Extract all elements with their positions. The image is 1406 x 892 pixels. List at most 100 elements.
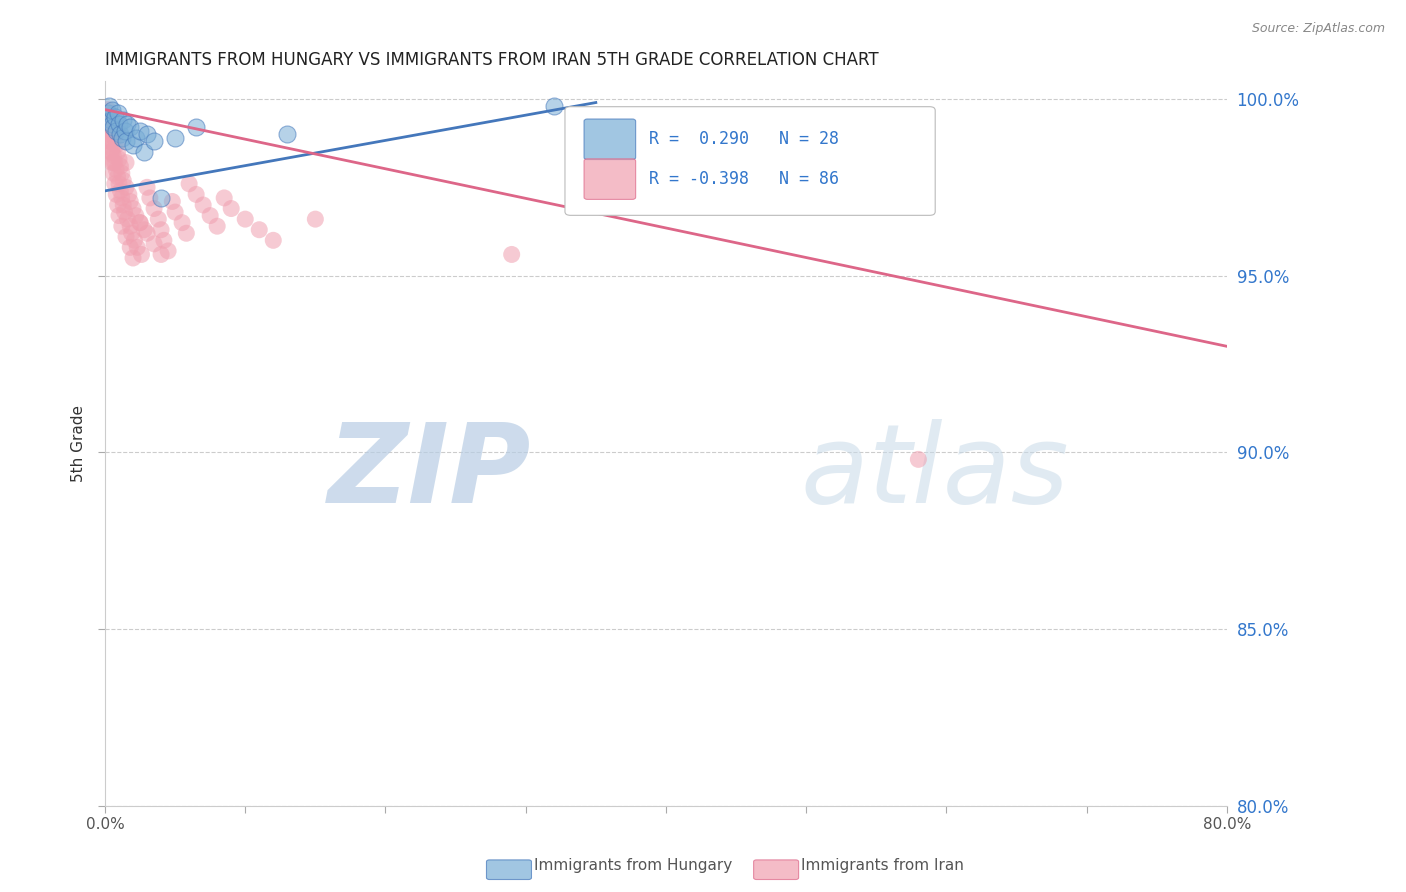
Point: [139, 191, 162, 205]
Point: [103, 166, 125, 180]
Point: [262, 233, 284, 247]
Point: [110, 159, 132, 173]
Point: [157, 244, 180, 258]
Point: [543, 99, 565, 113]
Point: [104, 131, 127, 145]
Point: [117, 212, 139, 227]
Point: [107, 169, 129, 184]
Point: [907, 452, 929, 467]
Point: [105, 124, 128, 138]
Point: [129, 216, 152, 230]
Point: [136, 180, 159, 194]
Y-axis label: 5th Grade: 5th Grade: [72, 405, 86, 482]
Point: [136, 227, 159, 241]
Point: [120, 240, 142, 254]
Point: [143, 236, 166, 251]
Point: [118, 187, 141, 202]
Point: [97, 106, 120, 120]
Point: [115, 155, 138, 169]
Point: [124, 233, 146, 247]
Point: [165, 131, 187, 145]
Point: [97, 103, 120, 117]
Point: [176, 227, 198, 241]
Point: [114, 205, 136, 219]
Point: [165, 205, 187, 219]
Point: [101, 117, 124, 131]
Point: [98, 124, 121, 138]
Point: [129, 124, 152, 138]
Point: [108, 152, 131, 166]
Point: [112, 173, 135, 187]
Point: [111, 191, 134, 205]
Point: [107, 198, 129, 212]
Point: [98, 128, 121, 142]
Point: [179, 177, 201, 191]
Point: [108, 177, 131, 191]
Point: [304, 212, 326, 227]
Point: [153, 233, 176, 247]
Point: [111, 131, 134, 145]
Point: [129, 216, 152, 230]
Point: [112, 198, 135, 212]
Point: [150, 223, 173, 237]
Point: [110, 128, 132, 142]
Point: [134, 223, 156, 237]
Point: [115, 135, 138, 149]
Point: [101, 155, 124, 169]
Point: [120, 219, 142, 234]
Point: [122, 202, 145, 216]
Point: [100, 135, 122, 149]
Point: [105, 162, 128, 177]
Point: [97, 124, 120, 138]
Point: [131, 247, 153, 261]
Point: [212, 191, 235, 205]
Point: [115, 229, 138, 244]
Point: [233, 212, 256, 227]
Point: [107, 106, 129, 120]
Point: [143, 135, 166, 149]
Point: [110, 184, 132, 198]
Point: [247, 223, 270, 237]
Point: [205, 219, 228, 234]
Point: [186, 187, 208, 202]
Point: [108, 117, 131, 131]
Point: [122, 137, 145, 152]
Text: ZIP: ZIP: [328, 419, 531, 526]
Text: R =  0.290   N = 28: R = 0.290 N = 28: [650, 130, 839, 148]
Point: [120, 194, 142, 209]
Point: [101, 117, 124, 131]
Text: Immigrants from Hungary: Immigrants from Hungary: [534, 858, 733, 872]
Point: [501, 247, 523, 261]
Point: [100, 120, 122, 135]
Point: [122, 251, 145, 265]
Text: R = -0.398   N = 86: R = -0.398 N = 86: [650, 170, 839, 188]
Point: [125, 209, 148, 223]
Point: [97, 117, 120, 131]
Point: [101, 141, 124, 155]
Point: [111, 219, 134, 234]
Point: [148, 212, 170, 227]
Point: [115, 180, 138, 194]
Point: [120, 120, 142, 135]
Point: [103, 120, 125, 135]
Point: [108, 209, 131, 223]
Point: [98, 135, 121, 149]
Point: [127, 240, 149, 254]
Point: [143, 202, 166, 216]
Point: [191, 198, 214, 212]
Point: [100, 113, 122, 128]
Point: [117, 117, 139, 131]
Point: [121, 227, 143, 241]
FancyBboxPatch shape: [583, 159, 636, 200]
Point: [104, 177, 127, 191]
Point: [101, 145, 124, 159]
Point: [150, 191, 173, 205]
Point: [98, 110, 121, 124]
Point: [219, 202, 242, 216]
Point: [112, 113, 135, 128]
Text: IMMIGRANTS FROM HUNGARY VS IMMIGRANTS FROM IRAN 5TH GRADE CORRELATION CHART: IMMIGRANTS FROM HUNGARY VS IMMIGRANTS FR…: [105, 51, 879, 69]
Point: [162, 194, 184, 209]
Point: [101, 103, 124, 117]
Point: [104, 155, 127, 169]
Point: [186, 120, 208, 135]
